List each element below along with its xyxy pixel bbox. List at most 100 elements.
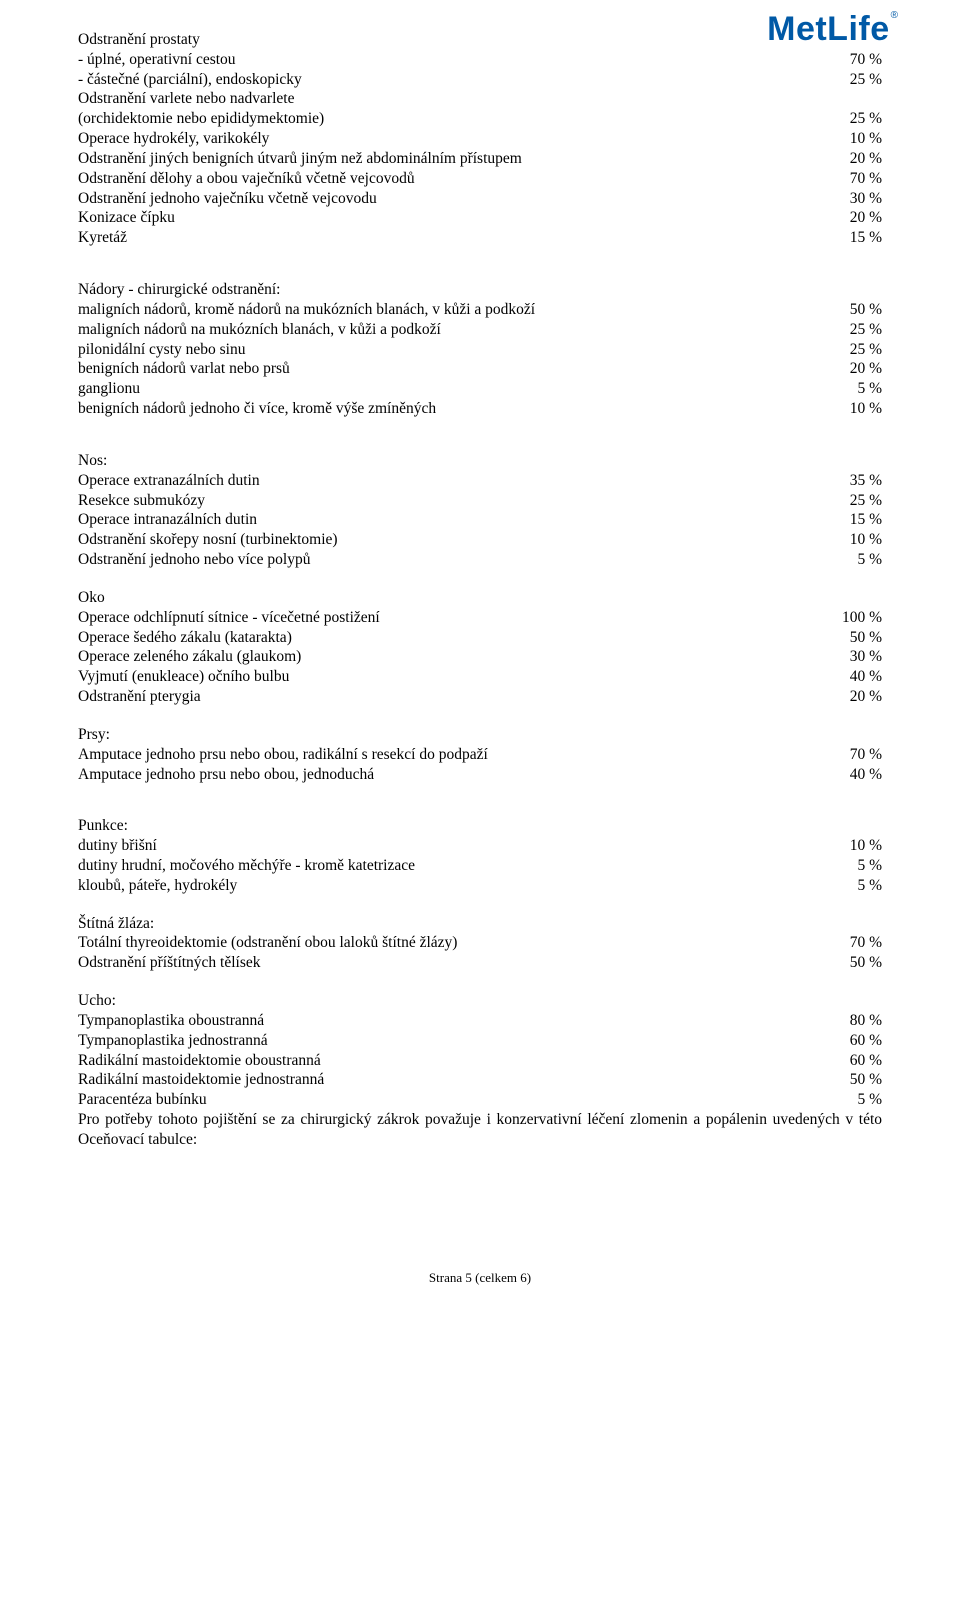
row-label: ganglionu	[78, 379, 847, 399]
row-value: 20 %	[840, 359, 882, 379]
row-value: 70 %	[840, 169, 882, 189]
table-row: Radikální mastoidektomie oboustranná60 %	[78, 1051, 882, 1071]
table-row: Operace extranazálních dutin35 %	[78, 471, 882, 491]
section: Prsy:Amputace jednoho prsu nebo obou, ra…	[78, 725, 882, 784]
row-label: Vyjmutí (enukleace) očního bulbu	[78, 667, 840, 687]
section-heading: Oko	[78, 588, 882, 608]
row-label: (orchidektomie nebo epididymektomie)	[78, 109, 840, 129]
section-heading: Odstranění prostaty	[78, 30, 882, 50]
row-label: - úplné, operativní cestou	[78, 50, 840, 70]
row-label: Radikální mastoidektomie jednostranná	[78, 1070, 840, 1090]
section-heading: Nos:	[78, 451, 882, 471]
row-value: 5 %	[847, 1090, 882, 1110]
row-label: Odstranění skořepy nosní (turbinektomie)	[78, 530, 840, 550]
section: Punkce:dutiny břišní10 %dutiny hrudní, m…	[78, 816, 882, 895]
table-row: Tympanoplastika oboustranná80 %	[78, 1011, 882, 1031]
table-row: Paracentéza bubínku5 %	[78, 1090, 882, 1110]
table-row: Odstranění příštítných tělísek50 %	[78, 953, 882, 973]
table-row: Amputace jednoho prsu nebo obou, jednodu…	[78, 765, 882, 785]
row-value: 25 %	[840, 109, 882, 129]
table-row: Operace odchlípnutí sítnice - vícečetné …	[78, 608, 882, 628]
row-value: 5 %	[847, 856, 882, 876]
row-value: 5 %	[847, 876, 882, 896]
row-label: Odstranění varlete nebo nadvarlete	[78, 89, 872, 109]
section-tail: Pro potřeby tohoto pojištění se za chiru…	[78, 1110, 882, 1150]
row-value: 50 %	[840, 300, 882, 320]
row-value: 25 %	[840, 491, 882, 511]
row-label: Operace šedého zákalu (katarakta)	[78, 628, 840, 648]
row-label: Amputace jednoho prsu nebo obou, jednodu…	[78, 765, 840, 785]
row-label: maligních nádorů na mukózních blanách, v…	[78, 320, 840, 340]
row-value: 80 %	[840, 1011, 882, 1031]
section-heading: Nádory - chirurgické odstranění:	[78, 280, 882, 300]
table-row: Totální thyreoidektomie (odstranění obou…	[78, 933, 882, 953]
table-row: Amputace jednoho prsu nebo obou, radikál…	[78, 745, 882, 765]
table-row: (orchidektomie nebo epididymektomie)25 %	[78, 109, 882, 129]
row-value: 40 %	[840, 765, 882, 785]
table-row: Odstranění jiných benigních útvarů jiným…	[78, 149, 882, 169]
table-row: Odstranění varlete nebo nadvarlete	[78, 89, 882, 109]
row-value: 40 %	[840, 667, 882, 687]
row-value: 50 %	[840, 1070, 882, 1090]
row-label: Resekce submukózy	[78, 491, 840, 511]
table-row: Resekce submukózy25 %	[78, 491, 882, 511]
row-value: 60 %	[840, 1051, 882, 1071]
row-label: Tympanoplastika jednostranná	[78, 1031, 840, 1051]
table-row: maligních nádorů, kromě nádorů na mukózn…	[78, 300, 882, 320]
table-row: - částečné (parciální), endoskopicky25 %	[78, 70, 882, 90]
page-footer: Strana 5 (celkem 6)	[78, 1270, 882, 1287]
row-label: benigních nádorů varlat nebo prsů	[78, 359, 840, 379]
section-heading: Ucho:	[78, 991, 882, 1011]
table-row: kloubů, páteře, hydrokély5 %	[78, 876, 882, 896]
section: Nos:Operace extranazálních dutin35 %Rese…	[78, 451, 882, 570]
row-value: 25 %	[840, 70, 882, 90]
table-row: Odstranění jednoho vaječníku včetně vejc…	[78, 189, 882, 209]
row-label: kloubů, páteře, hydrokély	[78, 876, 847, 896]
row-label: benigních nádorů jednoho či více, kromě …	[78, 399, 840, 419]
table-row: Operace intranazálních dutin15 %	[78, 510, 882, 530]
row-value: 15 %	[840, 228, 882, 248]
row-label: Konizace čípku	[78, 208, 840, 228]
table-row: - úplné, operativní cestou70 %	[78, 50, 882, 70]
brand-logo: MetLife ®	[767, 8, 898, 52]
table-row: Odstranění skořepy nosní (turbinektomie)…	[78, 530, 882, 550]
document-body: Odstranění prostaty- úplné, operativní c…	[78, 30, 882, 1150]
row-label: Operace zeleného zákalu (glaukom)	[78, 647, 840, 667]
row-label: dutiny břišní	[78, 836, 840, 856]
row-value: 30 %	[840, 647, 882, 667]
row-value: 50 %	[840, 628, 882, 648]
section: Nádory - chirurgické odstranění:maligníc…	[78, 280, 882, 419]
table-row: Tympanoplastika jednostranná60 %	[78, 1031, 882, 1051]
section: Štítná žláza:Totální thyreoidektomie (od…	[78, 914, 882, 973]
row-value: 25 %	[840, 340, 882, 360]
table-row: pilonidální cysty nebo sinu25 %	[78, 340, 882, 360]
table-row: Odstranění dělohy a obou vaječníků včetn…	[78, 169, 882, 189]
table-row: maligních nádorů na mukózních blanách, v…	[78, 320, 882, 340]
row-value: 10 %	[840, 129, 882, 149]
row-value: 5 %	[847, 379, 882, 399]
row-label: Tympanoplastika oboustranná	[78, 1011, 840, 1031]
table-row: dutiny hrudní, močového měchýře - kromě …	[78, 856, 882, 876]
row-value: 70 %	[840, 50, 882, 70]
row-value: 50 %	[840, 953, 882, 973]
section-heading: Punkce:	[78, 816, 882, 836]
row-label: Totální thyreoidektomie (odstranění obou…	[78, 933, 840, 953]
table-row: Konizace čípku20 %	[78, 208, 882, 228]
row-value: 10 %	[840, 530, 882, 550]
row-value: 70 %	[840, 933, 882, 953]
row-value: 5 %	[847, 550, 882, 570]
row-label: Odstranění jednoho nebo více polypů	[78, 550, 847, 570]
row-label: Operace intranazálních dutin	[78, 510, 840, 530]
row-value: 70 %	[840, 745, 882, 765]
row-label: Odstranění příštítných tělísek	[78, 953, 840, 973]
row-value: 35 %	[840, 471, 882, 491]
row-value: 20 %	[840, 687, 882, 707]
row-value: 10 %	[840, 399, 882, 419]
table-row: benigních nádorů jednoho či více, kromě …	[78, 399, 882, 419]
table-row: Odstranění pterygia20 %	[78, 687, 882, 707]
row-value: 20 %	[840, 149, 882, 169]
table-row: Operace hydrokély, varikokély10 %	[78, 129, 882, 149]
row-value: 100 %	[832, 608, 882, 628]
row-label: Kyretáž	[78, 228, 840, 248]
table-row: dutiny břišní10 %	[78, 836, 882, 856]
